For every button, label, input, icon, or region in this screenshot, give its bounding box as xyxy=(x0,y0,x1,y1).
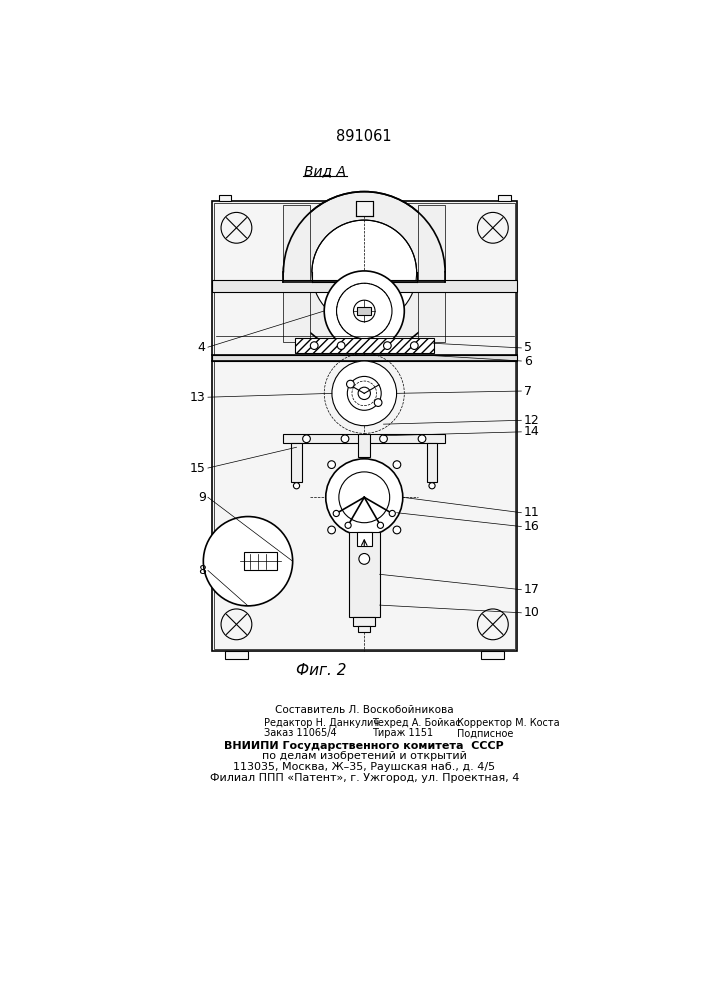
Text: 16: 16 xyxy=(524,520,539,533)
Text: 14: 14 xyxy=(524,425,539,438)
Bar xyxy=(291,443,302,482)
Circle shape xyxy=(358,387,370,400)
Text: Заказ 11065/4: Заказ 11065/4 xyxy=(264,728,337,738)
Text: Редактор Н. Данкулич: Редактор Н. Данкулич xyxy=(264,718,379,728)
Bar xyxy=(354,617,375,626)
Text: 10: 10 xyxy=(524,606,539,619)
Text: по делам изобретений и открытий: по делам изобретений и открытий xyxy=(262,751,467,761)
Circle shape xyxy=(337,342,345,349)
Circle shape xyxy=(328,461,335,468)
Bar xyxy=(498,195,510,201)
Bar xyxy=(295,338,433,353)
Bar xyxy=(284,434,445,443)
Text: 11: 11 xyxy=(524,506,539,519)
Circle shape xyxy=(429,483,435,489)
Circle shape xyxy=(312,220,416,325)
Circle shape xyxy=(221,609,252,640)
Text: Корректор М. Коста: Корректор М. Коста xyxy=(457,718,559,728)
Circle shape xyxy=(411,342,418,349)
Text: Подписное: Подписное xyxy=(457,728,513,738)
Circle shape xyxy=(378,522,383,528)
Circle shape xyxy=(221,212,252,243)
Text: 4: 4 xyxy=(198,341,206,354)
Bar xyxy=(212,355,518,361)
Text: 6: 6 xyxy=(524,355,532,368)
Text: 113035, Москва, Ж–35, Раушская наб., д. 4/5: 113035, Москва, Ж–35, Раушская наб., д. … xyxy=(233,762,496,772)
Circle shape xyxy=(346,380,354,388)
Bar xyxy=(418,205,445,342)
Circle shape xyxy=(393,526,401,534)
Circle shape xyxy=(328,526,335,534)
Circle shape xyxy=(293,483,300,489)
Text: 15: 15 xyxy=(189,462,206,475)
Circle shape xyxy=(303,435,310,443)
Circle shape xyxy=(477,212,508,243)
Circle shape xyxy=(418,435,426,443)
Circle shape xyxy=(354,300,375,322)
Circle shape xyxy=(345,522,351,528)
Text: 13: 13 xyxy=(190,391,206,404)
Circle shape xyxy=(383,342,391,349)
Text: 8: 8 xyxy=(198,564,206,577)
Circle shape xyxy=(325,271,404,351)
Bar xyxy=(358,434,370,457)
Circle shape xyxy=(374,399,382,406)
Circle shape xyxy=(389,510,395,517)
Text: 891061: 891061 xyxy=(337,129,392,144)
Bar xyxy=(284,205,310,342)
Text: Вид А: Вид А xyxy=(304,165,346,179)
Circle shape xyxy=(204,517,293,606)
Circle shape xyxy=(347,376,381,410)
Bar xyxy=(212,201,518,651)
Text: Фиг. 2: Фиг. 2 xyxy=(296,663,346,678)
Bar xyxy=(356,532,372,546)
Bar xyxy=(357,307,371,315)
Text: Тираж 1151: Тираж 1151 xyxy=(372,728,433,738)
Text: 9: 9 xyxy=(198,491,206,504)
Circle shape xyxy=(326,459,403,536)
Text: 17: 17 xyxy=(524,583,539,596)
Circle shape xyxy=(341,435,349,443)
Text: 7: 7 xyxy=(524,385,532,398)
Circle shape xyxy=(310,342,318,349)
Text: ВНИИПИ Государственного комитета  СССР: ВНИИПИ Государственного комитета СССР xyxy=(224,741,504,751)
Circle shape xyxy=(333,510,339,517)
Text: Составитель Л. Воскобойникова: Составитель Л. Воскобойникова xyxy=(275,705,454,715)
Circle shape xyxy=(332,361,397,426)
Bar xyxy=(212,280,518,292)
Bar xyxy=(349,532,380,617)
Text: Филиал ППП «Патент», г. Ужгород, ул. Проектная, 4: Филиал ППП «Патент», г. Ужгород, ул. Про… xyxy=(209,773,519,783)
Bar xyxy=(214,203,515,649)
Circle shape xyxy=(359,554,370,564)
Circle shape xyxy=(380,435,387,443)
Circle shape xyxy=(339,472,390,523)
Bar xyxy=(426,443,438,482)
Bar xyxy=(225,651,248,659)
Bar xyxy=(481,651,504,659)
Bar xyxy=(358,626,370,632)
Circle shape xyxy=(284,192,445,353)
Bar xyxy=(244,552,277,570)
Circle shape xyxy=(337,283,392,339)
Bar xyxy=(218,195,231,201)
Text: 12: 12 xyxy=(524,414,539,427)
Circle shape xyxy=(393,461,401,468)
Text: Техред А. Бойкас: Техред А. Бойкас xyxy=(372,718,461,728)
Circle shape xyxy=(477,609,508,640)
Bar xyxy=(356,201,373,216)
Text: 5: 5 xyxy=(524,341,532,354)
